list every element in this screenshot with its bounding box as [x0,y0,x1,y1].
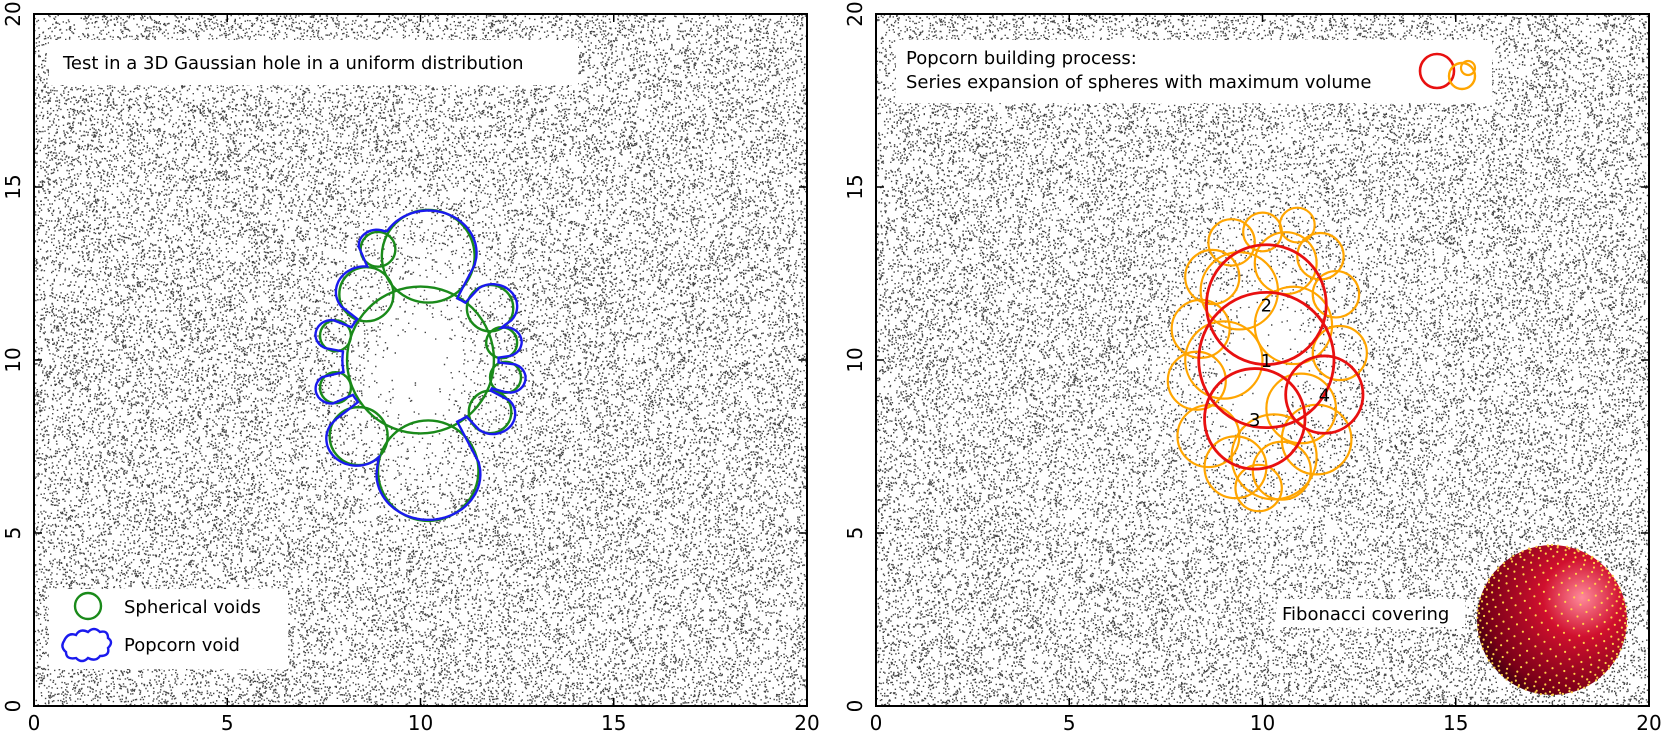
legend: Spherical voids Popcorn void [49,589,288,669]
y-tick-label: 15 [1,174,25,199]
y-tick-label: 20 [843,1,867,26]
x-tick-label: 20 [1636,711,1661,735]
y-tick-label: 5 [1,527,25,540]
inset-label: Fibonacci covering [1282,604,1449,625]
y-tick-label: 5 [843,527,867,540]
annotation-line-2: Series expansion of spheres with maximum… [906,72,1371,93]
left-panel: 0 5 10 15 20 0 5 10 15 20 Test in a 3D Gaussian h… [1,1,820,735]
y-tick-label: 10 [843,347,867,372]
sphere-order-label: 1 [1261,351,1272,372]
y-tick-label: 0 [1,700,25,713]
x-tick-label: 5 [1063,711,1076,735]
legend-label-popcorn: Popcorn void [124,635,240,656]
y-tick-label: 0 [843,700,867,713]
sphere-order-label: 4 [1319,386,1330,407]
x-tick-label: 15 [601,711,626,735]
x-tick-label: 20 [794,711,819,735]
sphere-order-label: 2 [1261,296,1272,317]
x-tick-label: 10 [1250,711,1275,735]
sphere-order-label: 3 [1249,410,1260,431]
y-tick-label: 10 [1,347,25,372]
x-tick-label: 0 [870,711,883,735]
x-tick-label: 15 [1443,711,1468,735]
legend-label-spherical: Spherical voids [124,597,261,618]
x-tick-label: 5 [221,711,234,735]
y-tick-label: 15 [843,174,867,199]
annotation-line-1: Popcorn building process: [906,48,1137,69]
right-panel: 1 2 3 4 0 5 10 15 20 0 5 10 15 20 Popcorn building p… [843,1,1661,735]
x-tick-label: 0 [28,711,41,735]
y-tick-label: 20 [1,1,25,26]
annotation-text: Test in a 3D Gaussian hole in a uniform … [62,53,524,74]
x-tick-label: 10 [408,711,433,735]
